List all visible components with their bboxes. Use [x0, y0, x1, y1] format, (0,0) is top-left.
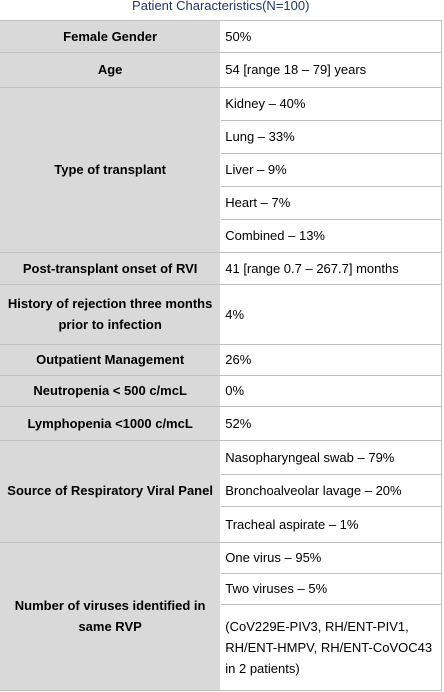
- table-row: Lung – 33%: [0, 120, 442, 154]
- row-value: Bronchoalveolar lavage – 20%: [220, 474, 442, 507]
- row-value: 52%: [220, 406, 442, 441]
- table-row: Tracheal aspirate – 1%: [0, 506, 442, 543]
- row-label: Post-transplant onset of RVI: [0, 252, 222, 285]
- row-label: Neutropenia < 500 c/mcL: [0, 375, 222, 407]
- table-row: Bronchoalveolar lavage – 20%: [0, 474, 442, 507]
- table-row: Type of transplant Kidney – 40%: [0, 87, 442, 253]
- table-row: Post-transplant onset of RVI 41 [range 0.…: [0, 252, 442, 285]
- row-value: Combined – 13%: [220, 219, 442, 253]
- table-row: Neutropenia < 500 c/mcL 0%: [0, 375, 442, 407]
- row-label: Type of transplant: [0, 87, 222, 253]
- table-row: History of rejection three months prior …: [0, 284, 442, 345]
- table-row: Source of Respiratory Viral Panel Nasopha…: [0, 440, 442, 543]
- row-label: Age: [0, 52, 222, 88]
- row-value: Tracheal aspirate – 1%: [220, 506, 442, 543]
- row-value: Kidney – 40%: [220, 87, 442, 121]
- table-row: Age 54 [range 18 – 79] years: [0, 52, 442, 88]
- row-value: Liver – 9%: [220, 153, 442, 187]
- table-row: Female Gender 50%: [0, 20, 442, 53]
- title-row: Patient Characteristics(N=100): [0, 0, 442, 21]
- row-label: Outpatient Management: [0, 344, 222, 376]
- row-label: History of rejection three months prior …: [0, 284, 222, 345]
- table-row: Two viruses – 5%: [0, 573, 442, 605]
- table-row: Heart – 7%: [0, 186, 442, 220]
- row-value: 41 [range 0.7 – 267.7] months: [220, 252, 442, 285]
- table-row: Combined – 13%: [0, 219, 442, 253]
- table-row: Lymphopenia <1000 c/mcL 52%: [0, 406, 442, 441]
- table-title: Patient Characteristics(N=100): [0, 0, 442, 21]
- table-row: (CoV229E-PIV3, RH/ENT-PIV1, RH/ENT-HMPV,…: [0, 604, 442, 691]
- row-value: 26%: [220, 344, 442, 376]
- table-row: Number of viruses identified in same RVP…: [0, 542, 442, 691]
- row-value: 4%: [220, 284, 442, 345]
- row-label: Number of viruses identified in same RVP: [0, 542, 222, 691]
- row-value: Two viruses – 5%: [220, 573, 442, 605]
- row-value: One virus – 95%: [220, 542, 442, 574]
- row-label: Lymphopenia <1000 c/mcL: [0, 406, 222, 441]
- row-label: Female Gender: [0, 20, 222, 53]
- row-label: Source of Respiratory Viral Panel: [0, 440, 222, 543]
- row-value: Nasopharyngeal swab – 79%: [220, 440, 442, 475]
- row-value: 50%: [220, 20, 442, 53]
- row-value: Heart – 7%: [220, 186, 442, 220]
- table-row: Outpatient Management 26%: [0, 344, 442, 376]
- table-row: Liver – 9%: [0, 153, 442, 187]
- row-value: (CoV229E-PIV3, RH/ENT-PIV1, RH/ENT-HMPV,…: [220, 604, 442, 691]
- row-value: 0%: [220, 375, 442, 407]
- row-value: Lung – 33%: [220, 120, 442, 154]
- row-value: 54 [range 18 – 79] years: [220, 52, 442, 88]
